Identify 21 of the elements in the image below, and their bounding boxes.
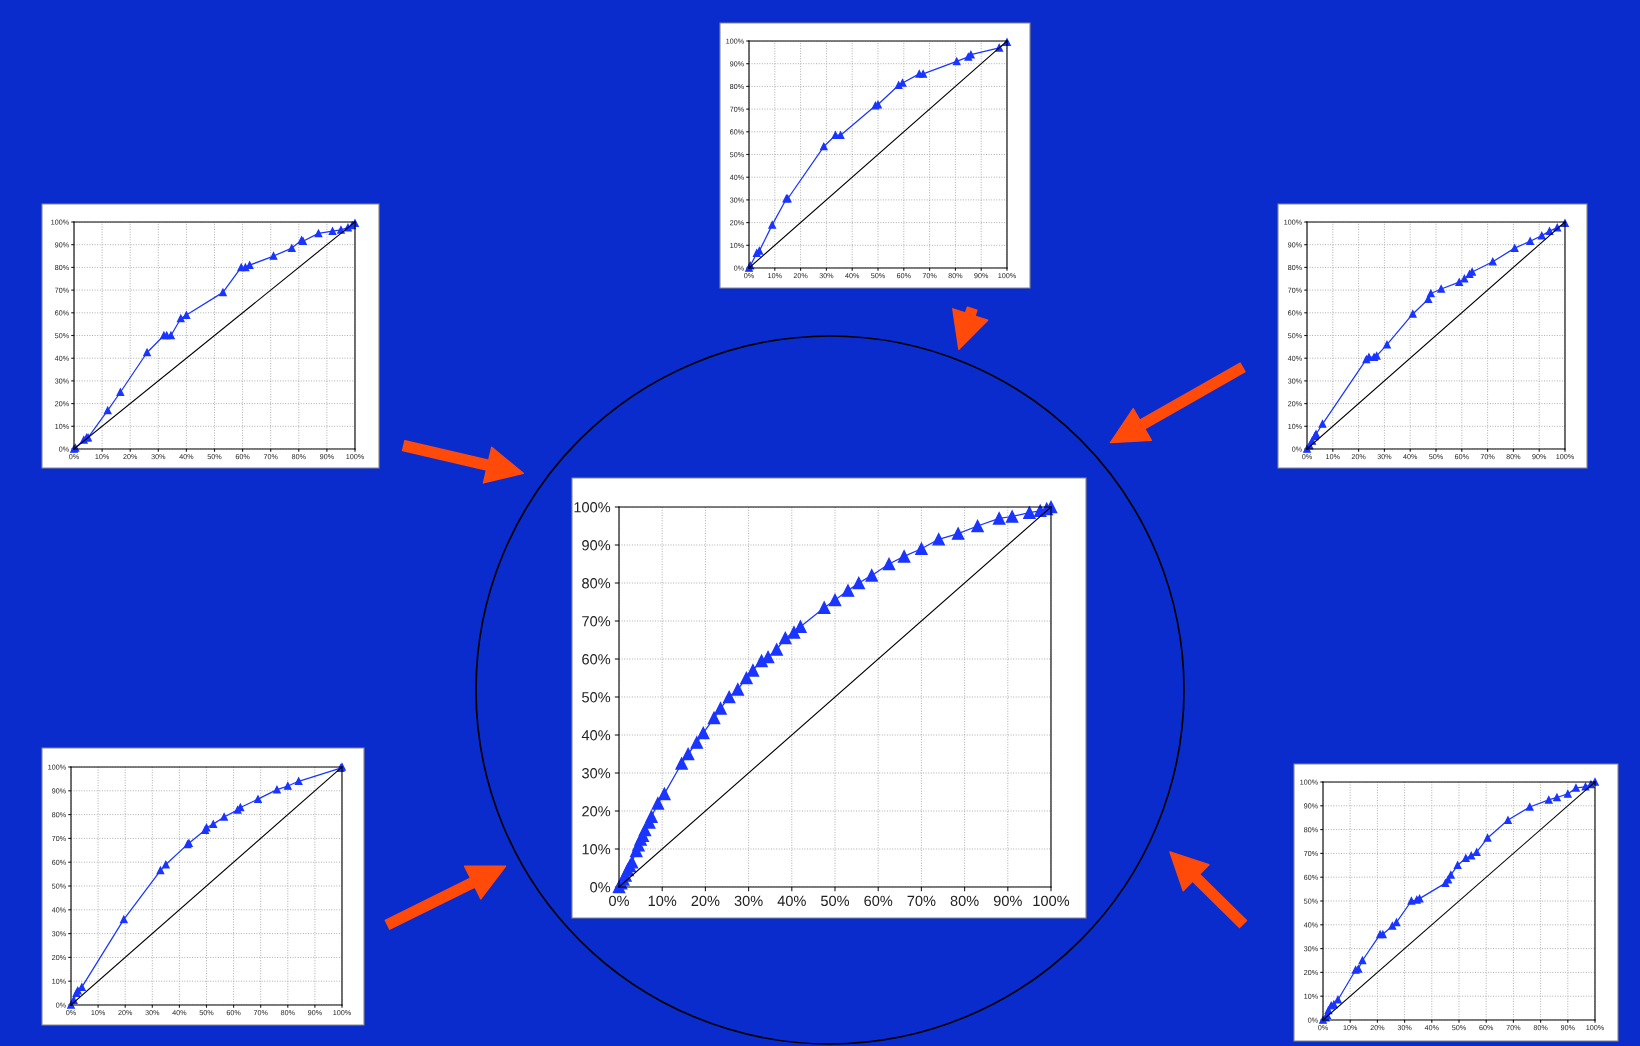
y-tick-label: 80% (582, 578, 611, 589)
x-tick-label: 100% (1033, 895, 1070, 907)
y-tick-label: 90% (582, 540, 611, 551)
y-tick-label: 30% (582, 768, 611, 779)
y-tick-label: 50% (582, 692, 611, 703)
x-tick-label: 80% (950, 895, 979, 907)
x-tick-label: 60% (864, 895, 893, 907)
x-tick-label: 40% (777, 895, 806, 907)
x-tick-label: 10% (648, 895, 677, 907)
y-tick-label: 60% (582, 654, 611, 665)
y-tick-label: 20% (582, 806, 611, 817)
x-tick-label: 20% (691, 895, 720, 907)
x-tick-label: 90% (993, 895, 1022, 907)
y-tick-label: 0% (590, 882, 611, 893)
y-tick-label: 40% (581, 730, 611, 741)
y-tick-label: 10% (582, 844, 611, 855)
x-tick-label: 70% (907, 895, 936, 907)
y-tick-label: 70% (582, 616, 611, 627)
y-tick-label: 100% (574, 502, 611, 513)
x-tick-label: 0% (609, 895, 630, 907)
x-tick-label: 50% (820, 895, 850, 907)
